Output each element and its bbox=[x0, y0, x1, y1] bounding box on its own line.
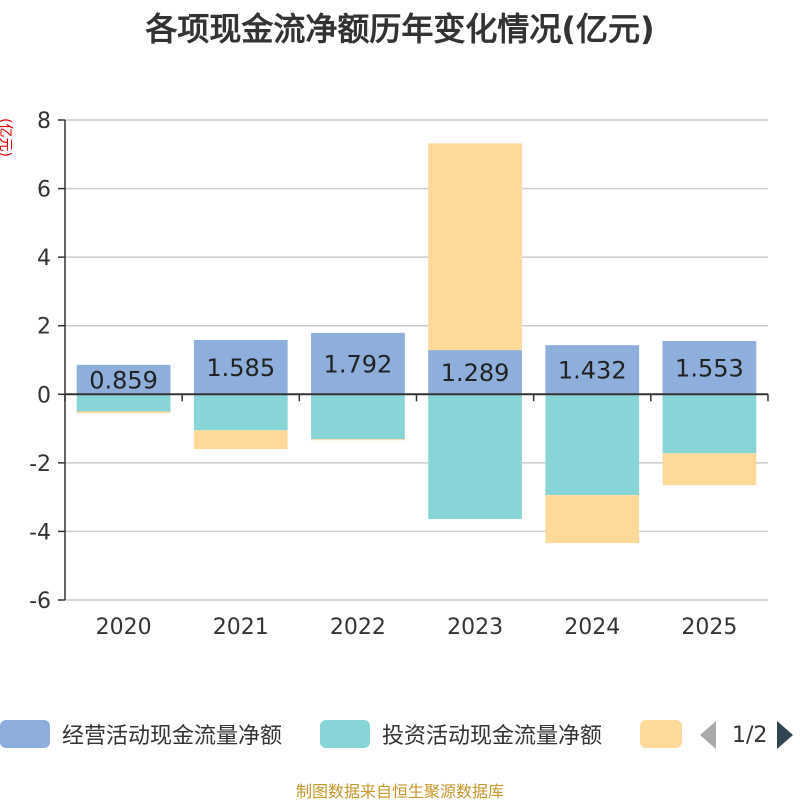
legend-pager: 1/2 bbox=[700, 720, 794, 750]
y-tick-label: 0 bbox=[37, 383, 51, 408]
bar-2022-series-2 bbox=[311, 439, 405, 441]
data-label: 1.553 bbox=[675, 355, 744, 383]
y-tick-label: 6 bbox=[37, 178, 51, 203]
legend: 经营活动现金流量净额 投资活动现金流量净额 bbox=[0, 716, 800, 752]
bar-2021-series-0 bbox=[193, 339, 288, 395]
bar-2022-series-1 bbox=[311, 394, 405, 440]
bar-2025-series-0 bbox=[662, 341, 757, 395]
chart-title: 各项现金流净额历年变化情况(亿元) bbox=[145, 10, 655, 48]
y-tick-label: -6 bbox=[29, 589, 51, 614]
y-tick-label: 8 bbox=[37, 109, 51, 134]
legend-label: 投资活动现金流量净额 bbox=[382, 724, 603, 749]
data-label: 0.859 bbox=[89, 367, 158, 395]
x-tick-label: 2020 bbox=[96, 615, 152, 640]
legend-swatch bbox=[640, 720, 682, 748]
bar-2024-series-0 bbox=[545, 345, 640, 395]
y-tick-label: -4 bbox=[29, 520, 51, 545]
legend-label: 经营活动现金流量净额 bbox=[62, 724, 283, 749]
bar-2020-series-2 bbox=[76, 411, 171, 414]
x-tick-label: 2021 bbox=[213, 615, 269, 640]
x-tick-label: 2025 bbox=[681, 615, 737, 640]
bar-2020-series-1 bbox=[76, 394, 171, 412]
bar-2023-series-0 bbox=[428, 350, 522, 395]
data-label: 1.585 bbox=[206, 354, 275, 382]
y-tick-label: 4 bbox=[37, 246, 51, 271]
stacked-bar-chart: -6 -4 -2 0 2 4 6 8 0.859 2020 1.585 2021 1.792 2022 1.… bbox=[29, 109, 769, 640]
bar-2021-series-1 bbox=[193, 394, 288, 431]
bar-2023-series-2 bbox=[428, 143, 522, 351]
bar-2024-series-2 bbox=[545, 495, 640, 544]
y-tick-label: 2 bbox=[37, 315, 51, 340]
legend-item-financing[interactable] bbox=[640, 716, 682, 752]
bar-2024-series-1 bbox=[545, 394, 640, 496]
bar-2025-series-2 bbox=[662, 453, 757, 486]
legend-swatch bbox=[0, 720, 50, 748]
pager-text: 1/2 bbox=[732, 722, 768, 748]
bar-2020-series-0 bbox=[76, 364, 171, 395]
legend-item-investing[interactable]: 投资活动现金流量净额 bbox=[320, 716, 602, 752]
legend-item-operating[interactable]: 经营活动现金流量净额 bbox=[0, 716, 282, 752]
legend-swatch bbox=[320, 720, 370, 748]
y-tick-label: -2 bbox=[29, 452, 51, 477]
x-tick-label: 2022 bbox=[330, 615, 386, 640]
data-label: 1.432 bbox=[558, 357, 627, 385]
pager-next-icon[interactable] bbox=[777, 721, 794, 749]
data-label: 1.792 bbox=[324, 351, 393, 379]
x-tick-label: 2024 bbox=[564, 615, 620, 640]
bar-2023-series-1 bbox=[428, 394, 522, 520]
data-source-note: 制图数据来自恒生聚源数据库 bbox=[295, 782, 504, 801]
bar-2021-series-2 bbox=[193, 430, 288, 450]
x-tick-label: 2023 bbox=[447, 615, 503, 640]
pager-prev-icon[interactable] bbox=[700, 721, 716, 749]
bar-2025-series-1 bbox=[662, 394, 757, 454]
bar-2022-series-0 bbox=[311, 332, 405, 395]
data-label: 1.289 bbox=[441, 359, 510, 387]
